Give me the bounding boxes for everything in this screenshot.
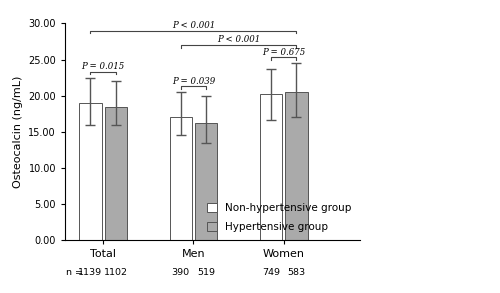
Text: P < 0.001: P < 0.001: [217, 35, 260, 45]
Bar: [286, 92, 308, 240]
Text: 390: 390: [172, 268, 190, 277]
Bar: [105, 107, 127, 240]
Text: 749: 749: [262, 268, 280, 277]
Text: P = 0.015: P = 0.015: [82, 62, 125, 71]
Bar: [195, 123, 218, 240]
Bar: [260, 94, 282, 240]
Text: 1139: 1139: [78, 268, 102, 277]
Text: 583: 583: [288, 268, 306, 277]
Text: n =: n =: [66, 268, 84, 277]
Text: P = 0.039: P = 0.039: [172, 76, 215, 86]
Bar: [170, 117, 192, 240]
Bar: [80, 103, 102, 240]
Text: 1102: 1102: [104, 268, 128, 277]
Text: P = 0.675: P = 0.675: [262, 48, 306, 57]
Legend: Non-hypertensive group, Hypertensive group: Non-hypertensive group, Hypertensive gro…: [204, 200, 355, 235]
Text: 519: 519: [197, 268, 215, 277]
Y-axis label: Osteocalcin (ng/mL): Osteocalcin (ng/mL): [12, 76, 22, 188]
Text: P < 0.001: P < 0.001: [172, 21, 215, 30]
